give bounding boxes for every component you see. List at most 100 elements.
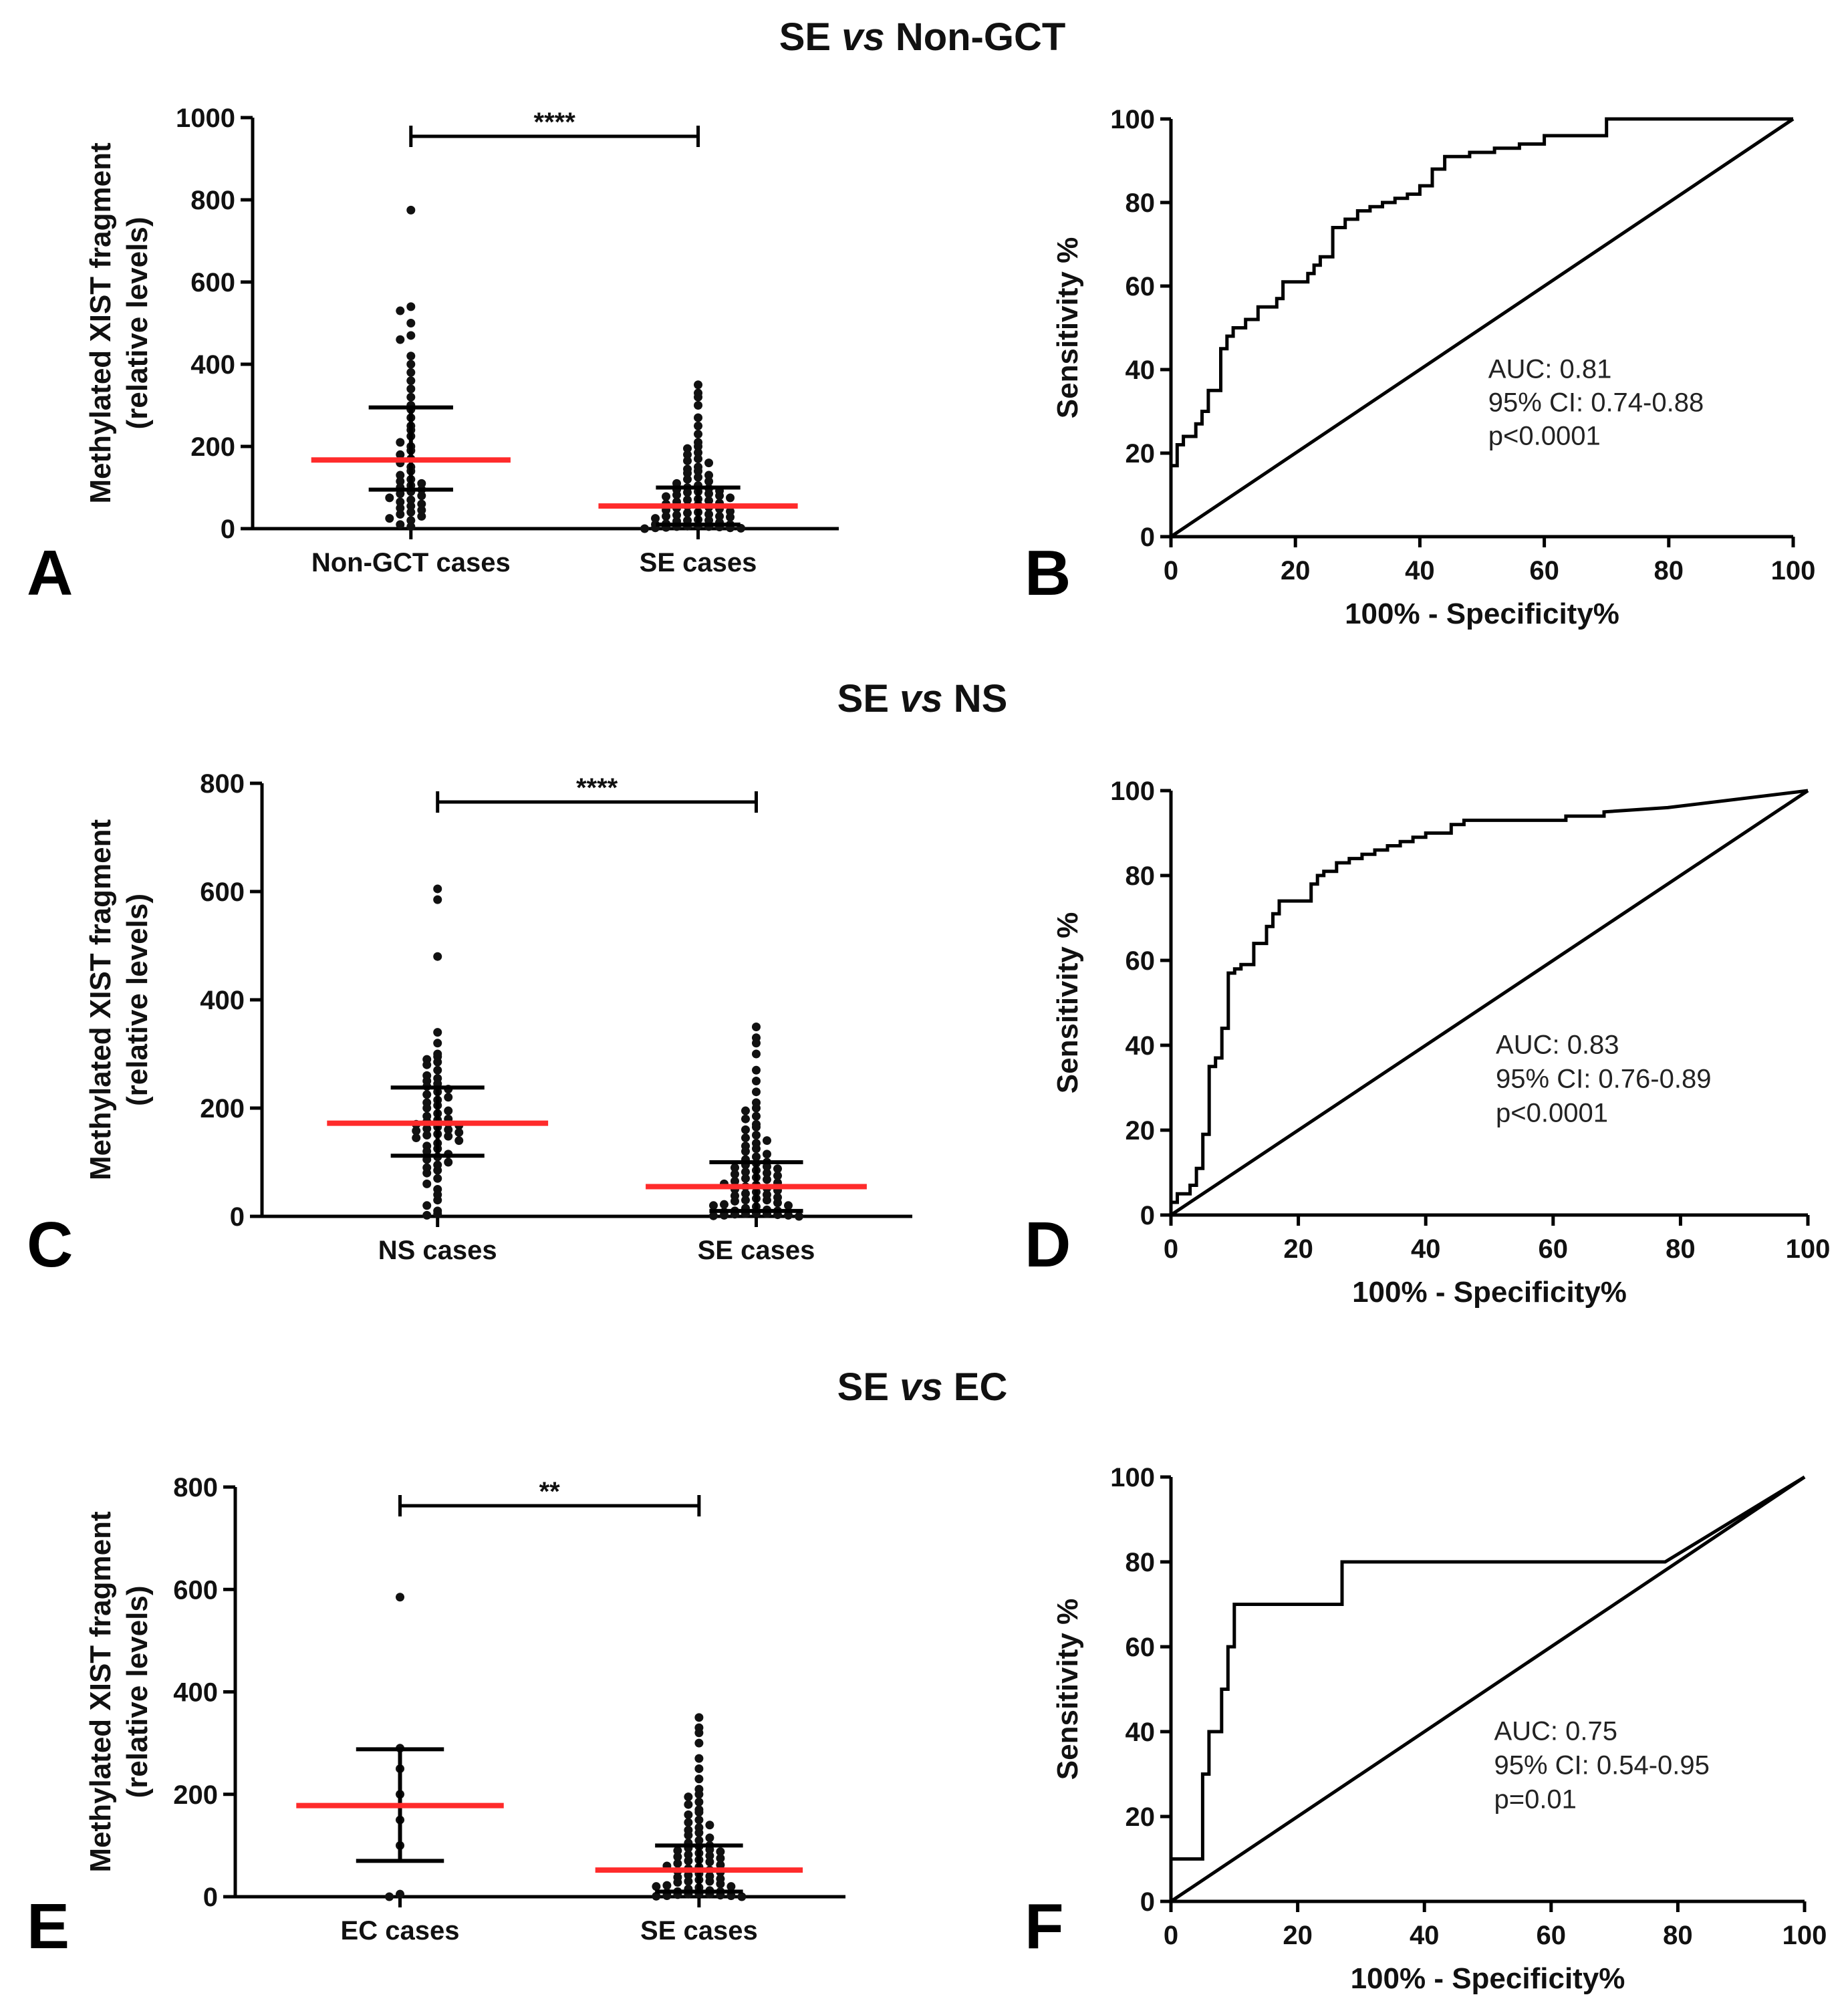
row-title-1: SE vs Non-GCT	[779, 15, 1066, 59]
data-point	[694, 1738, 704, 1748]
x-tick-label: NS cases	[378, 1236, 497, 1265]
data-point	[694, 1828, 704, 1837]
roc-curve	[1169, 789, 1809, 1215]
data-point	[751, 1144, 761, 1154]
x-tick-label: EC cases	[341, 1916, 460, 1946]
data-point	[726, 513, 735, 522]
data-point	[694, 392, 703, 402]
data-point	[783, 1210, 793, 1220]
data-point	[708, 1201, 718, 1210]
data-point	[719, 1200, 729, 1209]
data-point	[422, 1060, 432, 1069]
data-point	[422, 1201, 432, 1210]
data-point	[683, 509, 692, 518]
y-tick-label: 0	[221, 515, 235, 544]
data-point	[406, 331, 416, 340]
y-tick-label: 400	[190, 350, 235, 380]
data-point	[683, 475, 692, 484]
data-point	[396, 335, 405, 344]
y-tick-label: 20	[1126, 1802, 1156, 1832]
data-point	[741, 1189, 750, 1198]
data-point	[673, 1852, 682, 1861]
data-point	[652, 1882, 661, 1891]
x-tick-label: SE cases	[640, 548, 757, 577]
data-point	[433, 895, 442, 904]
data-point	[433, 1057, 442, 1067]
auc-text: AUC: 0.81	[1488, 355, 1612, 384]
y-tick-label: 600	[200, 878, 245, 907]
data-point	[417, 491, 426, 501]
y-tick-label: 400	[200, 986, 245, 1015]
y-tick-label: 0	[230, 1202, 245, 1232]
p-value-text: p<0.0001	[1488, 422, 1601, 451]
data-point	[412, 1133, 421, 1143]
reference-diagonal	[1170, 1475, 1806, 1903]
data-point	[422, 1168, 432, 1178]
data-point	[716, 1847, 725, 1857]
data-point	[762, 1168, 771, 1178]
data-point	[794, 1212, 803, 1221]
data-point	[684, 1856, 693, 1865]
data-point	[433, 1028, 442, 1037]
data-point	[684, 1871, 693, 1880]
data-point	[751, 1131, 761, 1140]
x-tick-label: 100	[1786, 1234, 1831, 1264]
y-axis-label-line1: Methylated XIST fragment	[84, 819, 117, 1180]
y-tick-label: 1000	[176, 104, 235, 133]
y-axis-label-line1: Methylated XIST fragment	[84, 142, 117, 504]
y-tick-label: 80	[1126, 188, 1156, 218]
data-point	[751, 1111, 761, 1121]
panel-label: C	[27, 1209, 73, 1281]
y-axis-label-line2: (relative levels)	[121, 894, 154, 1106]
significance-stars: ****	[534, 108, 576, 137]
data-point	[684, 1800, 693, 1809]
data-point	[694, 1764, 704, 1773]
y-tick-label: 40	[1126, 356, 1156, 385]
significance-stars: **	[539, 1477, 561, 1506]
ci-text: 95% CI: 0.76-0.89	[1496, 1065, 1711, 1094]
x-tick-label: 80	[1654, 556, 1684, 585]
data-point	[783, 1201, 793, 1210]
x-tick-label: 60	[1537, 1921, 1567, 1950]
data-point	[385, 1892, 394, 1901]
data-point	[726, 493, 735, 503]
data-point	[396, 477, 405, 486]
data-point	[715, 512, 724, 521]
data-point	[694, 430, 703, 439]
data-point	[422, 1131, 432, 1140]
data-point	[694, 473, 703, 482]
significance-stars: ****	[576, 773, 618, 803]
data-point	[727, 1882, 736, 1891]
y-axis-label-line1: Methylated XIST fragment	[84, 1511, 117, 1873]
y-tick-label: 0	[1140, 523, 1155, 552]
data-point	[730, 1176, 739, 1186]
data-point	[652, 1891, 661, 1901]
data-point	[683, 456, 692, 466]
data-point	[704, 471, 714, 480]
data-point	[422, 1103, 432, 1113]
y-tick-label: 600	[173, 1575, 218, 1605]
data-point	[406, 392, 416, 402]
data-point	[444, 1093, 453, 1102]
data-point	[683, 450, 692, 459]
data-point	[694, 380, 703, 390]
y-tick-label: 200	[173, 1780, 218, 1810]
data-point	[741, 1125, 750, 1134]
data-point	[662, 1881, 672, 1890]
data-point	[396, 520, 405, 529]
x-axis-label: 100% - Specificity%	[1351, 1962, 1625, 1995]
x-tick-label: 40	[1405, 556, 1435, 585]
y-tick-label: 0	[1140, 1887, 1155, 1917]
data-point	[433, 1209, 442, 1218]
data-point	[694, 1815, 704, 1825]
data-point	[751, 1065, 761, 1075]
panel-label: B	[1025, 537, 1071, 609]
data-point	[683, 488, 692, 497]
x-tick-label: 0	[1164, 556, 1178, 585]
data-point	[433, 1065, 442, 1075]
data-point	[741, 1147, 750, 1156]
data-point	[422, 1124, 432, 1133]
data-point	[433, 952, 442, 961]
data-point	[694, 442, 703, 451]
